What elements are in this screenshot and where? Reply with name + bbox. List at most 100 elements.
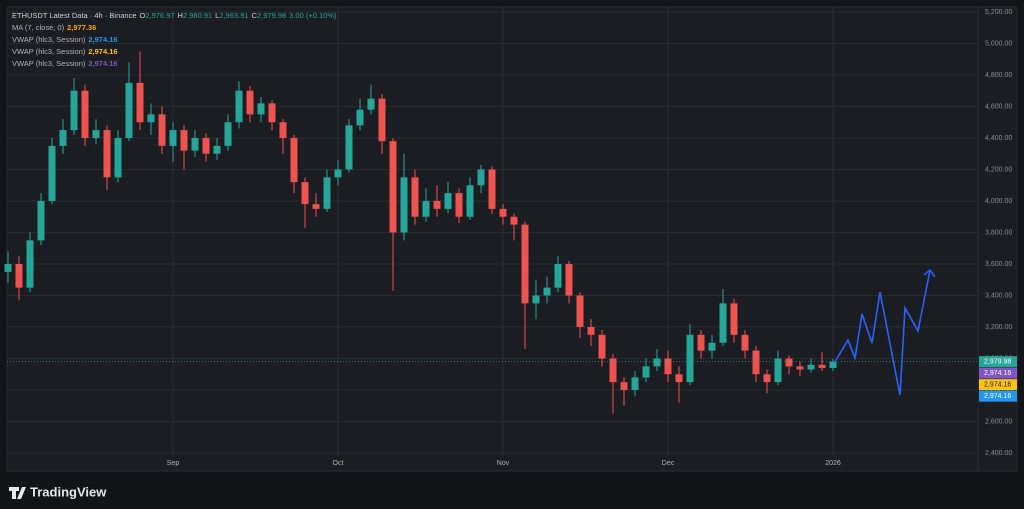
- candle-body: [598, 334, 606, 359]
- candle-body: [686, 334, 694, 383]
- logo-icon: [9, 487, 26, 499]
- candle-body: [268, 103, 276, 123]
- candle-body: [15, 264, 23, 288]
- candle-body: [125, 82, 133, 138]
- candle-body: [26, 240, 34, 288]
- candle-body: [70, 90, 78, 131]
- y-tick-label: 2,400.00: [985, 450, 1012, 457]
- candle-body: [642, 366, 650, 378]
- price-label: 2,974.16: [984, 370, 1011, 377]
- candle-body: [345, 125, 353, 170]
- candle-body: [103, 130, 111, 178]
- candle-body: [554, 264, 562, 288]
- x-tick-label: Oct: [333, 460, 344, 467]
- candle-body: [829, 361, 837, 368]
- candle-body: [576, 295, 584, 327]
- candle-body: [224, 122, 232, 146]
- price-label: 2,979.98: [984, 358, 1011, 365]
- y-tick-label: 3,200.00: [985, 324, 1012, 331]
- candle-body: [444, 193, 452, 209]
- x-tick-label: Nov: [497, 460, 510, 467]
- ohlc-key: O: [140, 11, 146, 20]
- ohlc-key: L: [215, 11, 219, 20]
- brand-logo[interactable]: TradingView: [9, 484, 107, 499]
- candle-body: [565, 264, 573, 296]
- candle-body: [334, 169, 342, 178]
- candle-body: [400, 177, 408, 233]
- candle-body: [785, 358, 793, 367]
- candle-body: [114, 138, 122, 178]
- ohlc-key: H: [178, 11, 183, 20]
- y-tick-label: 2,600.00: [985, 418, 1012, 425]
- price-label-box: [979, 356, 1017, 368]
- y-tick-label: 4,400.00: [985, 135, 1012, 142]
- x-tick-label: Sep: [167, 460, 180, 467]
- candle-body: [81, 90, 89, 138]
- candle-body: [433, 201, 441, 209]
- candle-body: [257, 103, 265, 115]
- candle-body: [279, 122, 287, 138]
- candle-body: [180, 130, 188, 151]
- candle-body: [697, 334, 705, 351]
- indicator-value: 2,974.16: [88, 47, 117, 56]
- candle-body: [191, 138, 199, 151]
- candle-body: [620, 382, 628, 390]
- y-tick-label: 2,800.00: [985, 387, 1012, 394]
- y-tick-label: 4,000.00: [985, 198, 1012, 205]
- indicator-value: 2,974.16: [88, 35, 117, 44]
- price-change: 3.00 (+0.10%): [289, 11, 337, 20]
- price-label-box: [979, 367, 1017, 379]
- indicator-name: VWAP (hlc3, Session): [12, 35, 86, 44]
- candle-body: [169, 130, 177, 146]
- candle-body: [499, 208, 507, 217]
- indicator-value: 2,977.36: [67, 23, 96, 32]
- y-tick-label: 3,800.00: [985, 229, 1012, 236]
- candle-body: [466, 185, 474, 217]
- candle-body: [323, 177, 331, 209]
- candle-body: [664, 358, 672, 375]
- y-tick-label: 3,600.00: [985, 261, 1012, 268]
- ohlc-value: 2,976.97: [145, 11, 174, 20]
- symbol-title: ETHUSDT Latest Data · 4h · Binance: [12, 11, 137, 20]
- candle-body: [587, 327, 595, 335]
- brand-name: TradingView: [30, 484, 107, 499]
- candle-body: [147, 114, 155, 123]
- candle-body: [422, 201, 430, 217]
- indicator-name: VWAP (hlc3, Session): [12, 47, 86, 56]
- candle-body: [807, 364, 815, 370]
- candle-body: [4, 264, 12, 272]
- candle-body: [202, 138, 210, 154]
- candle-body: [301, 182, 309, 205]
- candle-body: [92, 130, 100, 138]
- candle-body: [477, 169, 485, 186]
- y-tick-label: 4,600.00: [985, 103, 1012, 110]
- indicator-value: 2,974.16: [88, 59, 117, 68]
- ohlc-value: 2,963.91: [219, 11, 248, 20]
- candle-body: [631, 377, 639, 390]
- price-label: 2,974.16: [984, 393, 1011, 400]
- candle-body: [235, 90, 243, 123]
- indicator-name: MA (7, close, 0): [12, 23, 65, 32]
- candle-body: [609, 358, 617, 383]
- candle-body: [455, 193, 463, 217]
- price-label-box: [979, 379, 1017, 391]
- candle-body: [290, 138, 298, 183]
- candle-body: [510, 216, 518, 225]
- y-tick-label: 3,400.00: [985, 292, 1012, 299]
- candle-body: [730, 303, 738, 335]
- indicator-name: VWAP (hlc3, Session): [12, 59, 86, 68]
- candle-body: [675, 374, 683, 383]
- candle-body: [136, 82, 144, 123]
- y-tick-label: 4,200.00: [985, 166, 1012, 173]
- candle-body: [708, 342, 716, 351]
- projection-arrowhead: [923, 268, 936, 278]
- candle-body: [59, 130, 67, 146]
- candle-body: [411, 177, 419, 217]
- candle-body: [796, 366, 804, 370]
- candle-body: [378, 98, 386, 142]
- x-tick-label: Dec: [662, 460, 675, 467]
- candle-body: [356, 109, 364, 126]
- candle-body: [213, 145, 221, 154]
- y-tick-label: 5,000.00: [985, 40, 1012, 47]
